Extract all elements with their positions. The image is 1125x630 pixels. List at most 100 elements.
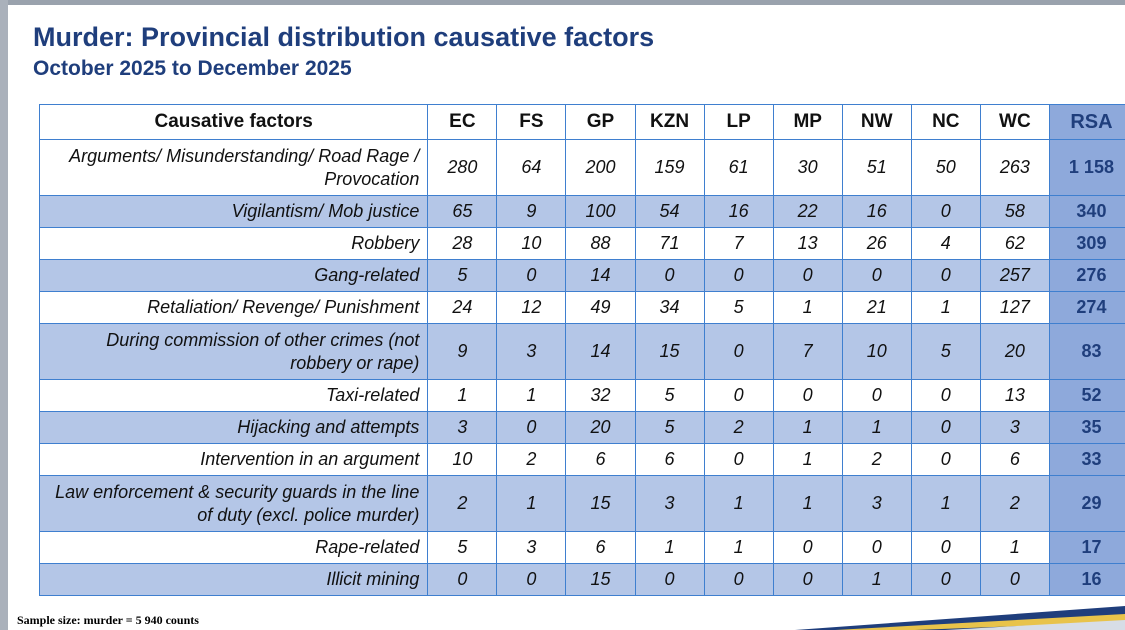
value-cell-ec: 24 <box>427 291 498 324</box>
value-cell-wc: 3 <box>979 411 1050 444</box>
value-cell-nc: 5 <box>910 323 981 380</box>
value-cell-mp: 13 <box>772 227 843 260</box>
value-cell-nw: 0 <box>841 379 912 412</box>
value-cell-gp: 20 <box>565 411 636 444</box>
value-cell-nc: 1 <box>910 291 981 324</box>
value-cell-rsa: 52 <box>1048 379 1125 412</box>
value-cell-ec: 0 <box>427 563 498 596</box>
header-ec: EC <box>427 104 498 140</box>
value-cell-rsa: 309 <box>1048 227 1125 260</box>
value-cell-kzn: 0 <box>634 563 705 596</box>
value-cell-gp: 14 <box>565 323 636 380</box>
factor-cell: Hijacking and attempts <box>38 411 429 444</box>
value-cell-kzn: 54 <box>634 195 705 228</box>
value-cell-rsa: 1 158 <box>1048 139 1125 196</box>
value-cell-nc: 4 <box>910 227 981 260</box>
value-cell-kzn: 71 <box>634 227 705 260</box>
value-cell-fs: 2 <box>496 443 567 476</box>
value-cell-nc: 0 <box>910 531 981 564</box>
value-cell-lp: 5 <box>703 291 774 324</box>
value-cell-wc: 58 <box>979 195 1050 228</box>
value-cell-mp: 0 <box>772 259 843 292</box>
value-cell-fs: 10 <box>496 227 567 260</box>
left-border-strip <box>0 0 8 630</box>
value-cell-nw: 51 <box>841 139 912 196</box>
value-cell-rsa: 35 <box>1048 411 1125 444</box>
value-cell-rsa: 33 <box>1048 443 1125 476</box>
value-cell-gp: 100 <box>565 195 636 228</box>
value-cell-lp: 1 <box>703 475 774 532</box>
value-cell-kzn: 159 <box>634 139 705 196</box>
value-cell-mp: 1 <box>772 443 843 476</box>
table-row: Illicit mining 0 0 15 0 0 0 1 0 0 16 <box>38 563 1125 596</box>
header-rsa: RSA <box>1048 104 1125 140</box>
header-mp: MP <box>772 104 843 140</box>
sample-size-footnote: Sample size: murder = 5 940 counts <box>17 613 199 627</box>
value-cell-wc: 2 <box>979 475 1050 532</box>
value-cell-gp: 6 <box>565 443 636 476</box>
value-cell-gp: 14 <box>565 259 636 292</box>
value-cell-rsa: 17 <box>1048 531 1125 564</box>
value-cell-mp: 22 <box>772 195 843 228</box>
value-cell-kzn: 5 <box>634 411 705 444</box>
header-fs: FS <box>496 104 567 140</box>
value-cell-rsa: 276 <box>1048 259 1125 292</box>
header-wc: WC <box>979 104 1050 140</box>
value-cell-kzn: 15 <box>634 323 705 380</box>
value-cell-rsa: 340 <box>1048 195 1125 228</box>
header-nc: NC <box>910 104 981 140</box>
value-cell-fs: 3 <box>496 323 567 380</box>
header-kzn: KZN <box>634 104 705 140</box>
value-cell-mp: 1 <box>772 411 843 444</box>
value-cell-gp: 49 <box>565 291 636 324</box>
table-row: Rape-related 5 3 6 1 1 0 0 0 1 17 <box>38 531 1125 564</box>
value-cell-mp: 0 <box>772 379 843 412</box>
header-causative-factors: Causative factors <box>38 104 429 140</box>
factor-cell: Illicit mining <box>38 563 429 596</box>
value-cell-wc: 263 <box>979 139 1050 196</box>
value-cell-rsa: 29 <box>1048 475 1125 532</box>
value-cell-nw: 0 <box>841 259 912 292</box>
value-cell-gp: 15 <box>565 563 636 596</box>
value-cell-fs: 0 <box>496 563 567 596</box>
table-body: Arguments/ Misunderstanding/ Road Rage /… <box>38 139 1125 596</box>
table-row: During commission of other crimes (not r… <box>38 323 1125 380</box>
value-cell-fs: 3 <box>496 531 567 564</box>
value-cell-fs: 1 <box>496 379 567 412</box>
value-cell-nc: 0 <box>910 443 981 476</box>
table-row: Retaliation/ Revenge/ Punishment 24 12 49 34… <box>38 291 1125 324</box>
value-cell-ec: 5 <box>427 531 498 564</box>
value-cell-rsa: 274 <box>1048 291 1125 324</box>
value-cell-kzn: 34 <box>634 291 705 324</box>
value-cell-nw: 3 <box>841 475 912 532</box>
table-row: Gang-related 5 0 14 0 0 0 0 0 257 276 <box>38 259 1125 292</box>
value-cell-mp: 0 <box>772 531 843 564</box>
value-cell-fs: 12 <box>496 291 567 324</box>
value-cell-fs: 9 <box>496 195 567 228</box>
value-cell-nw: 2 <box>841 443 912 476</box>
value-cell-nw: 1 <box>841 411 912 444</box>
value-cell-ec: 9 <box>427 323 498 380</box>
value-cell-gp: 88 <box>565 227 636 260</box>
value-cell-nc: 0 <box>910 195 981 228</box>
value-cell-gp: 6 <box>565 531 636 564</box>
value-cell-nw: 26 <box>841 227 912 260</box>
value-cell-ec: 2 <box>427 475 498 532</box>
value-cell-lp: 16 <box>703 195 774 228</box>
value-cell-fs: 0 <box>496 411 567 444</box>
value-cell-wc: 62 <box>979 227 1050 260</box>
value-cell-gp: 15 <box>565 475 636 532</box>
value-cell-wc: 6 <box>979 443 1050 476</box>
value-cell-lp: 0 <box>703 379 774 412</box>
table-row: Arguments/ Misunderstanding/ Road Rage /… <box>38 139 1125 196</box>
corner-decoration <box>795 606 1125 630</box>
value-cell-kzn: 0 <box>634 259 705 292</box>
table-row: Hijacking and attempts 3 0 20 5 2 1 1 0 3 35 <box>38 411 1125 444</box>
table-row: Robbery 28 10 88 71 7 13 26 4 62 309 <box>38 227 1125 260</box>
value-cell-gp: 32 <box>565 379 636 412</box>
header-nw: NW <box>841 104 912 140</box>
value-cell-lp: 1 <box>703 531 774 564</box>
factor-cell: Robbery <box>38 227 429 260</box>
value-cell-ec: 65 <box>427 195 498 228</box>
value-cell-fs: 0 <box>496 259 567 292</box>
